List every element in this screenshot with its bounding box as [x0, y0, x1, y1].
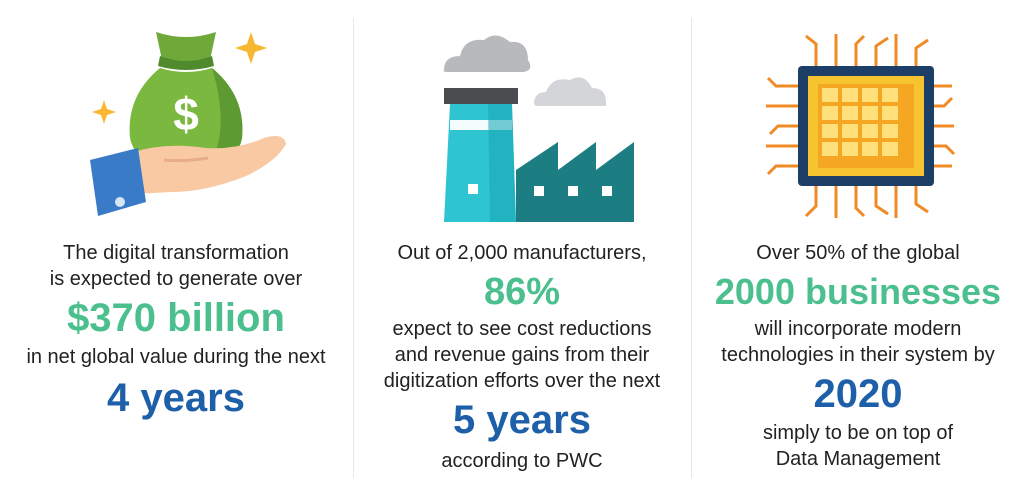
- col2-line4: digitization efforts over the next: [383, 370, 661, 392]
- col1-line3: in net global value during the next: [26, 346, 326, 368]
- column-divider: [353, 18, 354, 478]
- col2-line3: and revenue gains from their: [394, 344, 650, 366]
- col1-highlight-value: $370 billion: [67, 296, 285, 340]
- svg-text:$: $: [173, 88, 199, 140]
- col1-line1: The digital transformation: [63, 242, 289, 264]
- col3-highlight-year: 2020: [813, 372, 903, 416]
- col3-line4: simply to be on top of: [762, 422, 954, 444]
- col1-line2: is expected to generate over: [49, 268, 303, 290]
- stat-column-businesses: Over 50% of the global 2000 businesses w…: [692, 0, 1024, 496]
- microchip-icon: [758, 26, 958, 231]
- col2-line1: Out of 2,000 manufacturers,: [397, 242, 647, 264]
- col3-line3: technologies in their system by: [721, 344, 995, 366]
- col1-highlight-years: 4 years: [107, 376, 245, 420]
- stat-column-manufacturers: Out of 2,000 manufacturers, 86% expect t…: [354, 0, 690, 496]
- money-bag-hand-icon: $: [86, 26, 296, 227]
- factory-icon: [438, 30, 638, 229]
- col3-line2: will incorporate modern: [754, 318, 962, 340]
- stat-column-digital-transformation: $ The digital transformation is expected…: [0, 0, 352, 496]
- column-divider: [691, 18, 692, 478]
- col2-line5: according to PWC: [441, 450, 603, 472]
- col3-line1: Over 50% of the global: [756, 242, 960, 264]
- col2-highlight-years: 5 years: [453, 398, 591, 442]
- col3-line5: Data Management: [775, 448, 941, 470]
- col2-line2: expect to see cost reductions: [392, 318, 652, 340]
- col3-highlight-businesses: 2000 businesses: [714, 271, 1002, 312]
- col2-highlight-percent: 86%: [483, 271, 561, 313]
